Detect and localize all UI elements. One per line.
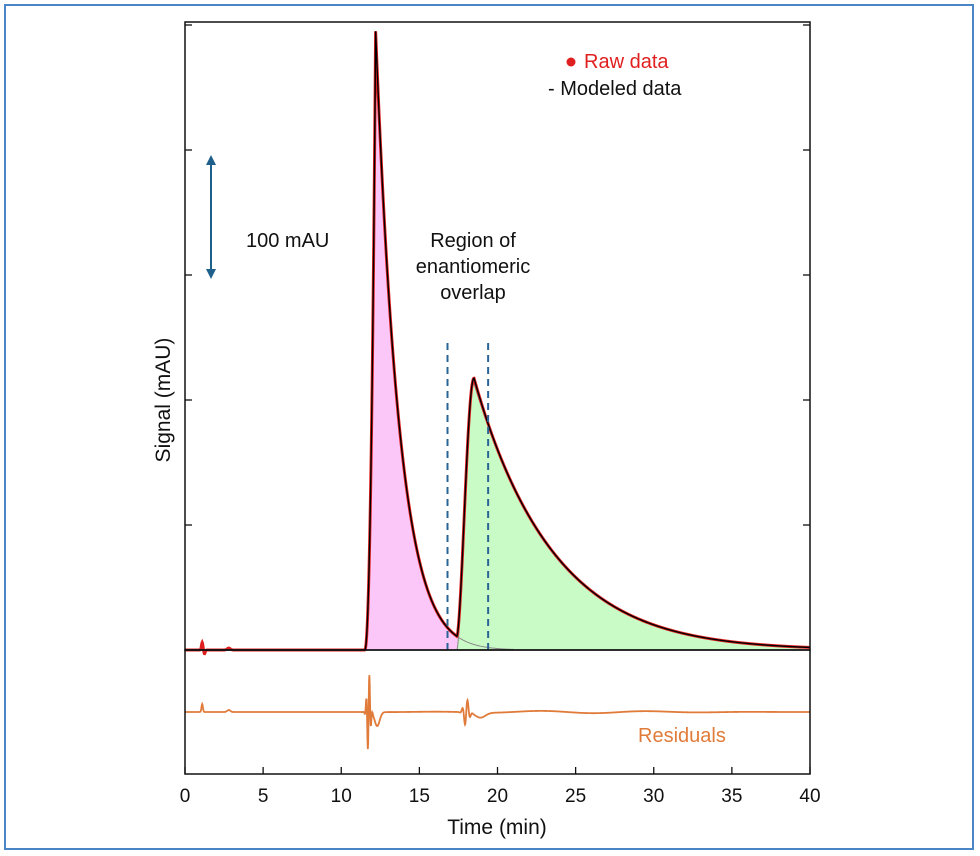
x-axis-title: Time (min) — [447, 816, 547, 839]
overlap-label-line-2: enantiomeric — [416, 256, 531, 278]
x-tick-label: 20 — [487, 786, 508, 807]
x-tick-label: 5 — [258, 786, 269, 807]
x-tick-label: 0 — [180, 786, 191, 807]
legend-raw-marker — [566, 57, 576, 67]
overlap-label-line-1: Region of — [430, 230, 516, 252]
legend-modeled-label: - Modeled data — [548, 78, 682, 100]
residuals-series — [185, 675, 810, 750]
y-axis-ticks — [185, 24, 810, 526]
x-tick-label: 25 — [565, 786, 586, 807]
y-axis-title: Signal (mAU) — [152, 338, 175, 463]
peak-1-fill — [363, 31, 514, 650]
legend-raw-label: Raw data — [584, 51, 669, 73]
overlap-label-line-3: overlap — [440, 282, 506, 304]
scale-bar-label: 100 mAU — [246, 230, 329, 252]
residuals-label: Residuals — [638, 725, 726, 747]
x-tick-label: 10 — [331, 786, 352, 807]
x-tick-label: 40 — [799, 786, 820, 807]
x-tick-label: 35 — [721, 786, 742, 807]
peak-2-fill — [455, 383, 803, 650]
x-axis-ticks: 0 5 10 15 20 25 30 35 40 — [180, 767, 821, 807]
x-tick-label: 30 — [643, 786, 664, 807]
x-tick-label: 15 — [409, 786, 430, 807]
